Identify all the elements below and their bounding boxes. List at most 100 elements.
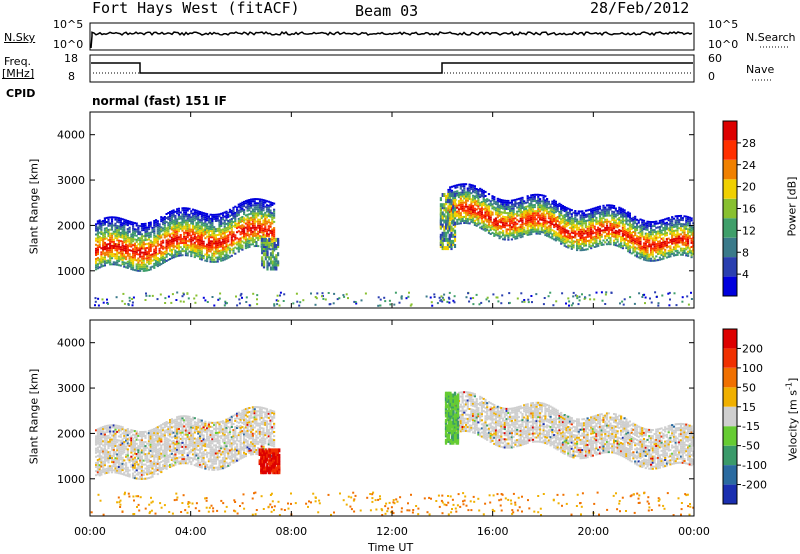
- power-cell: [510, 211, 513, 214]
- power-cell: [549, 216, 552, 218]
- power-cell: [269, 211, 272, 214]
- power-cell: [262, 213, 265, 216]
- power-cell: [174, 223, 177, 225]
- power-cell: [246, 246, 249, 249]
- power-cell: [539, 222, 542, 225]
- power-cell: [526, 213, 529, 216]
- velocity-cell: [132, 439, 135, 442]
- power-cell: [660, 237, 663, 240]
- power-cell: [487, 219, 491, 222]
- power-cell: [103, 233, 106, 236]
- power-cell: [667, 219, 670, 222]
- power-cell: [232, 206, 235, 209]
- power-cell: [489, 224, 492, 227]
- power-cell: [96, 232, 99, 235]
- power-cell: [121, 232, 124, 235]
- power-cell: [132, 262, 135, 265]
- power-cell: [556, 224, 559, 227]
- power-cell: [197, 243, 200, 245]
- power-cell: [642, 256, 646, 259]
- power-cell: [614, 244, 617, 247]
- power-cell: [479, 193, 482, 196]
- power-cell: [95, 223, 98, 226]
- power-cell: [578, 299, 581, 302]
- power-cell: [590, 228, 593, 231]
- power-cell: [276, 303, 279, 306]
- power-cell: [121, 252, 124, 255]
- power-cell: [125, 241, 128, 244]
- power-cell: [546, 200, 549, 202]
- power-cell: [642, 248, 646, 251]
- power-cell: [512, 213, 515, 216]
- power-cell: [137, 267, 140, 270]
- power-cell: [248, 213, 251, 216]
- power-cell: [206, 225, 209, 228]
- power-cell: [223, 225, 226, 228]
- power-cell: [470, 220, 473, 223]
- power-cell: [243, 235, 246, 238]
- power-cell: [248, 221, 251, 224]
- power-cell: [112, 253, 115, 256]
- power-cell: [639, 243, 642, 245]
- power-cell: [560, 240, 563, 243]
- power-cell: [248, 227, 251, 230]
- power-cell: [153, 230, 156, 233]
- velocity-cell: [95, 435, 98, 438]
- power-cell: [146, 253, 149, 256]
- power-cell: [475, 202, 478, 205]
- power-cell: [255, 216, 258, 219]
- power-cell: [466, 191, 469, 194]
- power-cell: [213, 234, 216, 237]
- power-cell: [664, 226, 667, 229]
- velocity-cell: [119, 458, 122, 461]
- power-cell: [484, 225, 487, 228]
- power-cell: [237, 211, 240, 214]
- power-cell: [441, 217, 444, 222]
- power-cell: [269, 244, 272, 247]
- power-cell: [590, 237, 593, 239]
- power-cell: [232, 249, 235, 252]
- power-cell: [554, 204, 557, 207]
- power-cell: [230, 236, 233, 239]
- power-cell: [613, 233, 616, 236]
- velocity-cell: [125, 439, 128, 442]
- velocity-cell: [117, 468, 121, 471]
- power-cell: [466, 220, 469, 223]
- velocity-cell: [102, 462, 105, 465]
- power-cell: [583, 212, 586, 215]
- power-cell: [179, 223, 182, 226]
- power-cell: [604, 241, 607, 244]
- power-cell: [253, 214, 256, 217]
- power-cell: [202, 232, 205, 235]
- velocity-cell: [96, 428, 99, 431]
- power-cell: [219, 292, 222, 295]
- power-cell: [230, 218, 233, 220]
- power-cell: [577, 230, 580, 233]
- nsky-panel: [89, 22, 695, 51]
- power-cell: [186, 254, 189, 257]
- power-cell: [609, 204, 612, 207]
- power-cell: [112, 247, 115, 249]
- power-cell: [172, 211, 175, 214]
- power-cell: [116, 245, 119, 248]
- power-cell: [158, 237, 161, 240]
- power-cell: [530, 210, 533, 213]
- power-cell: [572, 246, 575, 249]
- power-cell: [251, 220, 254, 223]
- power-cell: [537, 222, 540, 225]
- power-cell: [489, 226, 492, 229]
- power-cell: [687, 238, 690, 241]
- power-cell: [273, 249, 276, 252]
- velocity-cell: [116, 430, 119, 433]
- velocity-cell: [135, 461, 138, 464]
- velocity-cell: [112, 465, 115, 468]
- power-cell: [172, 248, 175, 251]
- power-cell: [151, 241, 154, 244]
- power-cell: [461, 193, 464, 196]
- power-cell: [264, 236, 267, 239]
- power-cell: [142, 243, 145, 246]
- power-cell: [480, 301, 483, 304]
- power-cell: [679, 233, 683, 236]
- power-cell: [461, 209, 464, 212]
- power-cell: [482, 189, 485, 192]
